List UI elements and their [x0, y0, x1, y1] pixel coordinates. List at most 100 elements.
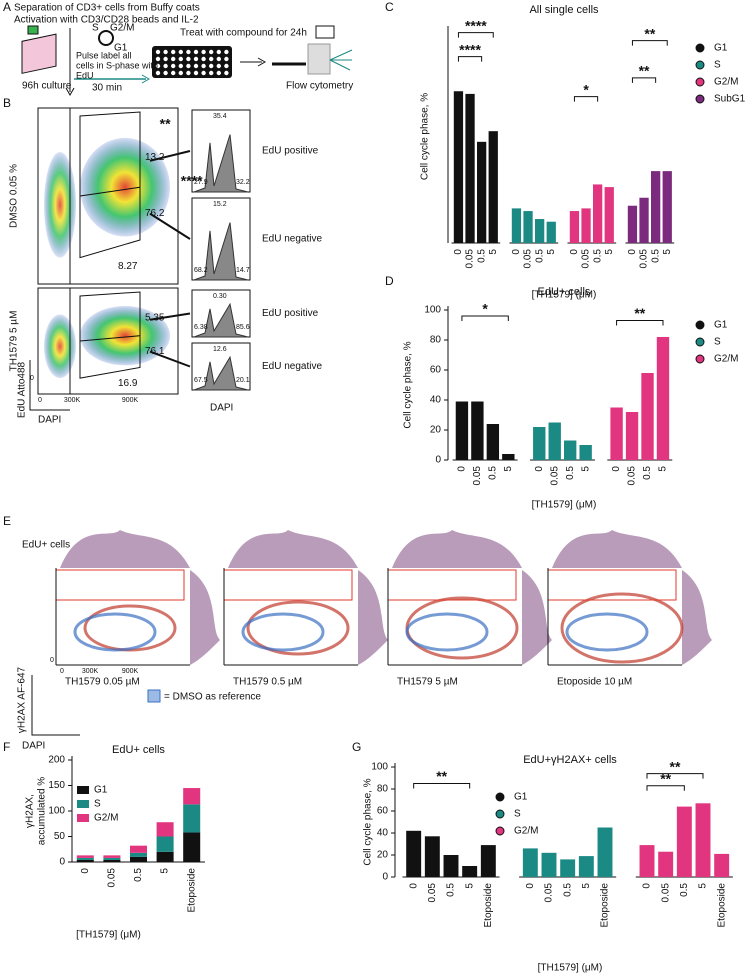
y-tick-label: 100 — [48, 806, 65, 817]
label: 12.6 — [213, 346, 227, 353]
x-tick-label: 0.05 — [581, 249, 592, 269]
histogram — [193, 134, 249, 193]
contour-blue — [241, 612, 325, 652]
label: 76.1 — [145, 346, 165, 357]
x-tick-label: 0.05 — [544, 883, 555, 903]
label: DAPI — [38, 415, 61, 426]
x-tick-label: 0.05 — [465, 249, 476, 269]
x-tick-label: 0.05 — [627, 466, 638, 486]
contour-blue — [405, 612, 489, 652]
well — [171, 70, 176, 76]
legend-label: G1 — [714, 43, 728, 54]
panel-letter: C — [385, 0, 394, 14]
bar-segment — [156, 851, 174, 862]
well — [171, 56, 176, 62]
significance-bracket — [457, 56, 483, 62]
y-tick-label: 150 — [48, 780, 65, 791]
bar — [455, 401, 469, 460]
top-histogram — [228, 530, 358, 568]
right-histogram — [358, 570, 388, 665]
legend-swatch — [77, 786, 89, 794]
x-tick-label: 0 — [642, 883, 653, 889]
bar — [480, 845, 496, 877]
bar — [406, 830, 422, 877]
x-tick-label: 0.05 — [107, 868, 118, 888]
well — [193, 49, 199, 55]
y-tick-label: 0 — [435, 455, 441, 466]
well — [224, 70, 229, 76]
label: 68.2 — [194, 267, 208, 274]
legend-marker — [495, 809, 505, 819]
label: 0 — [30, 375, 34, 382]
x-axis-label: [TH1579] (μM) — [532, 290, 597, 301]
well — [163, 63, 168, 69]
x-tick-label: 0.5 — [565, 466, 576, 480]
x-tick-label: 0.05 — [639, 249, 650, 269]
significance-label: ** — [634, 305, 645, 321]
contour-blue — [73, 612, 157, 652]
top-histogram — [392, 530, 522, 568]
well — [178, 63, 183, 69]
axis-arrow — [31, 675, 80, 736]
bar — [486, 424, 500, 460]
significance-bracket — [646, 785, 685, 791]
x-tick-label: 0.05 — [523, 249, 534, 269]
label: 13.2 — [145, 152, 165, 163]
arrow — [149, 312, 191, 321]
gate — [79, 291, 141, 379]
legend-label: S — [514, 809, 521, 820]
legend-label: G1 — [714, 320, 728, 331]
label: 32.2 — [236, 179, 250, 186]
label: 0 — [38, 397, 42, 404]
bar-segment — [103, 857, 121, 860]
label: 8.27 — [118, 261, 138, 272]
x-tick-label: 0 — [525, 883, 536, 889]
bar-segment — [183, 788, 201, 805]
label: 15.2 — [213, 201, 227, 208]
y-tick-label: 40 — [377, 828, 389, 839]
x-tick-label: 0.05 — [660, 883, 671, 903]
label: 30 min — [92, 83, 122, 94]
label: G2/M — [110, 23, 134, 34]
well — [216, 56, 221, 62]
label: EdU — [76, 70, 94, 80]
bar — [535, 219, 545, 243]
label: 300K — [82, 668, 99, 675]
well — [216, 49, 221, 55]
arrow — [149, 150, 191, 162]
x-tick-label: 0 — [511, 249, 522, 255]
well — [163, 49, 168, 55]
density — [80, 306, 170, 366]
density — [44, 314, 76, 379]
well — [186, 70, 191, 76]
well — [224, 49, 229, 55]
bar — [578, 856, 594, 877]
x-tick-label: 5 — [488, 249, 499, 255]
label: 96h culture — [22, 81, 72, 92]
x-tick-label: Etoposide — [600, 883, 611, 928]
bar — [581, 208, 591, 243]
bar — [569, 211, 580, 243]
label: EdU+ cells — [22, 540, 70, 551]
label: EdU positive — [262, 146, 319, 157]
x-tick-label: 5 — [546, 249, 557, 255]
well — [193, 70, 199, 76]
bar — [604, 187, 614, 243]
bar — [579, 445, 592, 460]
well — [201, 63, 206, 69]
well — [163, 56, 168, 62]
legend-label: S — [714, 337, 721, 348]
bar — [477, 141, 487, 243]
arrow — [149, 212, 191, 240]
legend-swatch — [77, 814, 89, 822]
label: 900K — [122, 397, 139, 404]
label: EdU negative — [262, 361, 322, 372]
bar-segment — [103, 859, 121, 862]
significance-bracket — [616, 320, 664, 326]
x-tick-label: 5 — [662, 249, 673, 255]
bar — [639, 197, 649, 243]
significance-bracket — [573, 96, 599, 102]
label: Treat with compound for 24h — [180, 28, 307, 39]
x-tick-label: 0 — [611, 466, 622, 472]
density — [80, 137, 170, 237]
